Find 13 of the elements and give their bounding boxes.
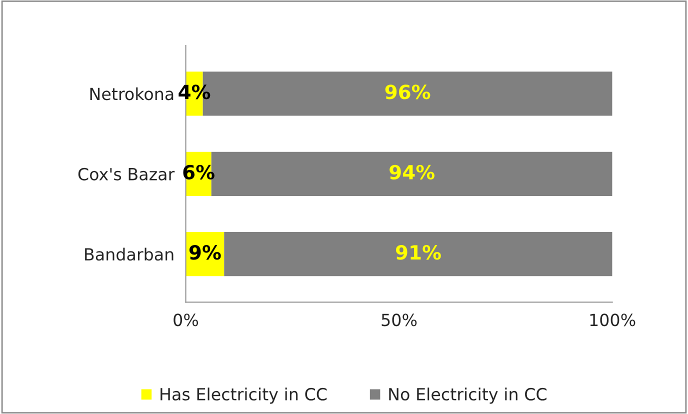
data-label: 9% <box>189 245 221 260</box>
y-tick-label: Cox's Bazar <box>78 168 175 180</box>
data-label: 94% <box>390 164 434 180</box>
legend-label: No Electricity in CC <box>389 388 546 404</box>
x-tick-label: 50% <box>382 314 417 326</box>
x-tick-label: 100% <box>590 314 636 326</box>
y-tick-label: Netrokona <box>90 87 174 100</box>
bar <box>224 232 612 276</box>
x-tick-label: 0% <box>174 314 198 326</box>
legend-label: Has Electricity in CC <box>160 388 327 404</box>
data-label: 96% <box>385 84 430 100</box>
y-tick-label: Bandarban <box>85 248 174 261</box>
data-label: 91% <box>396 245 441 260</box>
